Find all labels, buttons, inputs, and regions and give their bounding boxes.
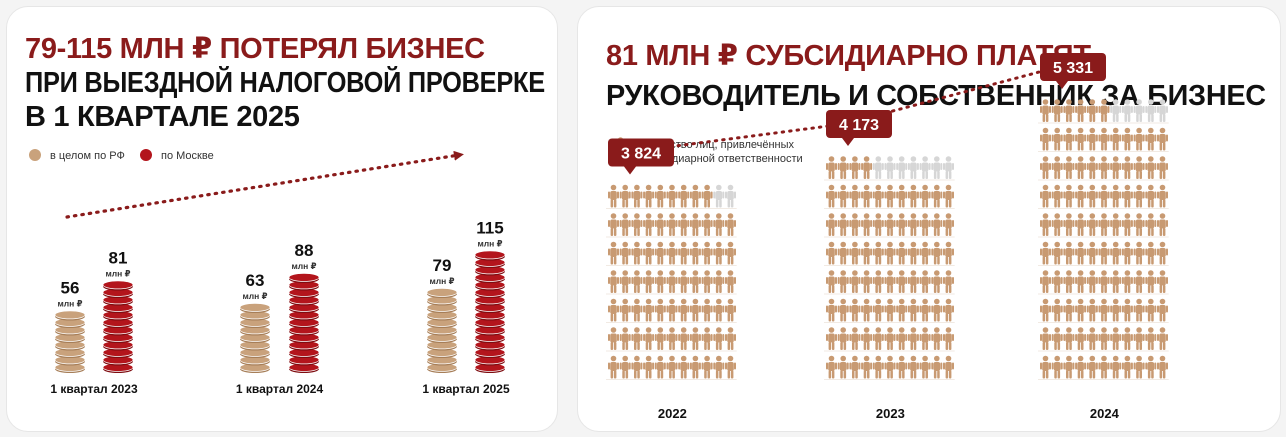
- value-label-2024: 5 331: [1053, 60, 1093, 77]
- value-callout-2022: [608, 138, 674, 175]
- left-title-line2: ПРИ ВЫЕЗДНОЙ НАЛОГОВОЙ ПРОВЕРКЕ: [25, 67, 545, 99]
- coin-stack-2024-moscow: [288, 273, 320, 373]
- coin-stack-2023-rf: [54, 310, 86, 373]
- value-callout-2023: [826, 110, 892, 146]
- unit-label-2023-rf: млн ₽: [57, 299, 82, 309]
- value-label-2025-rf: 79: [433, 256, 452, 275]
- unit-label-2025-moscow: млн ₽: [477, 239, 502, 249]
- value-callout-2024: [1040, 53, 1106, 89]
- value-label-2022: 3 824: [621, 146, 661, 163]
- value-label-2024-rf: 63: [246, 271, 265, 290]
- coin-stack-2023-moscow: [102, 280, 134, 373]
- category-label-2023: 1 квартал 2023: [50, 382, 138, 396]
- value-label-2024-moscow: 88: [295, 241, 314, 260]
- legend-swatch-moscow: [140, 149, 152, 161]
- people-icon-chart: количество лиц, привлечённых к субсидиарн…: [606, 53, 1169, 421]
- year-label-2022: 2022: [658, 406, 687, 421]
- legend-line1: количество лиц, привлечённых: [635, 139, 795, 151]
- legend-swatch-rf: [29, 149, 41, 161]
- coin-stack-2025-rf: [426, 288, 458, 373]
- left-chart-card: 79-115 МЛН ₽ ПОТЕРЯЛ БИЗНЕС ПРИ ВЫЕЗДНОЙ…: [6, 6, 558, 432]
- legend-line2: к субсидиарной ответственности: [635, 153, 803, 165]
- category-label-2025: 1 квартал 2025: [422, 382, 510, 396]
- unit-label-2023-moscow: млн ₽: [105, 269, 130, 279]
- category-label-2024: 1 квартал 2024: [236, 382, 324, 396]
- unit-label-2024-rf: млн ₽: [242, 291, 267, 301]
- people-grid-2022: [606, 184, 737, 380]
- year-label-2024: 2024: [1090, 406, 1120, 421]
- trend-arrow: [65, 150, 464, 219]
- right-title-line1: 81 МЛН ₽ СУБСИДИАРНО ПЛАТЯТ: [606, 40, 1091, 72]
- value-label-2023: 4 173: [839, 117, 879, 134]
- people-grid-2024: [1038, 99, 1169, 380]
- unit-label-2025-rf: млн ₽: [429, 276, 454, 286]
- coin-stack-2025-moscow: [474, 250, 506, 373]
- legend-label-moscow: по Москве: [161, 150, 214, 162]
- value-label-2025-moscow: 115: [476, 219, 503, 238]
- coin-stack-2024-rf: [239, 303, 271, 373]
- right-chart-card: 81 МЛН ₽ СУБСИДИАРНО ПЛАТЯТ РУКОВОДИТЕЛЬ…: [577, 6, 1281, 432]
- year-label-2023: 2023: [876, 406, 905, 421]
- people-grid-2023: [824, 156, 955, 380]
- legend-label-rf: в целом по РФ: [50, 150, 125, 162]
- right-title-line2: РУКОВОДИТЕЛЬ И СОБСТВЕННИК ЗА БИЗНЕС: [606, 80, 1266, 112]
- value-label-2023-rf: 56: [61, 279, 80, 298]
- left-title-line3: В 1 КВАРТАЛЕ 2025: [25, 101, 300, 133]
- value-label-2023-moscow: 81: [109, 249, 128, 268]
- unit-label-2024-moscow: млн ₽: [291, 261, 316, 271]
- left-title-line1: 79-115 МЛН ₽ ПОТЕРЯЛ БИЗНЕС: [25, 33, 485, 65]
